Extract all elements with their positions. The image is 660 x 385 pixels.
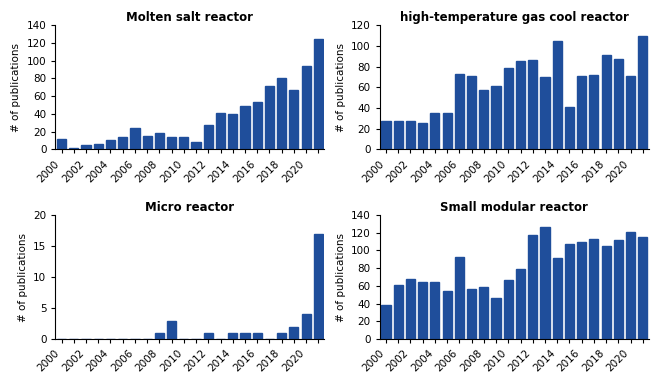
Bar [418,122,427,149]
Bar [626,232,635,339]
Bar [277,333,286,339]
Bar [430,281,440,339]
Title: high-temperature gas cool reactor: high-temperature gas cool reactor [400,11,629,24]
Bar [216,113,225,149]
Bar [191,142,201,149]
Bar [302,66,311,149]
Bar [265,87,274,149]
Bar [314,234,323,339]
Bar [381,122,391,149]
Bar [57,139,66,149]
Bar [443,291,451,339]
Bar [94,144,103,149]
Bar [228,114,238,149]
Bar [393,285,403,339]
Bar [601,246,610,339]
Bar [541,228,550,339]
Title: Molten salt reactor: Molten salt reactor [127,11,253,24]
Bar [180,137,188,149]
Bar [638,36,647,149]
Bar [240,106,249,149]
Bar [143,136,152,149]
Bar [552,41,562,149]
Bar [528,235,537,339]
Bar [253,102,262,149]
Y-axis label: # of publications: # of publications [11,43,21,132]
Bar [492,86,501,149]
Bar [155,132,164,149]
Bar [638,237,647,339]
Bar [314,40,323,149]
Bar [455,74,464,149]
Y-axis label: # of publications: # of publications [18,233,28,321]
Bar [467,289,476,339]
Bar [406,122,415,149]
Bar [455,257,464,339]
Bar [492,298,501,339]
Bar [430,113,440,149]
Bar [467,76,476,149]
Title: Micro reactor: Micro reactor [145,201,234,214]
Bar [601,55,610,149]
Bar [418,281,427,339]
Y-axis label: # of publications: # of publications [335,233,346,321]
Bar [577,76,586,149]
Bar [289,90,298,149]
Bar [577,242,586,339]
Bar [130,128,139,149]
Bar [289,327,298,339]
Bar [552,258,562,339]
Bar [302,314,311,339]
Bar [167,321,176,339]
Bar [277,78,286,149]
Bar [565,107,574,149]
Bar [155,333,164,339]
Bar [516,62,525,149]
Bar [516,269,525,339]
Bar [204,126,213,149]
Bar [253,333,262,339]
Bar [393,122,403,149]
Bar [228,333,238,339]
Bar [614,240,623,339]
Bar [541,77,550,149]
Bar [81,145,90,149]
Bar [118,137,127,149]
Bar [204,333,213,339]
Bar [479,90,488,149]
Bar [504,68,513,149]
Bar [565,244,574,339]
Bar [443,113,451,149]
Bar [589,75,599,149]
Bar [614,59,623,149]
Bar [479,287,488,339]
Bar [504,280,513,339]
Bar [528,60,537,149]
Bar [626,76,635,149]
Title: Small modular reactor: Small modular reactor [440,201,588,214]
Bar [381,305,391,339]
Bar [69,147,79,149]
Bar [167,137,176,149]
Bar [406,279,415,339]
Bar [240,333,249,339]
Bar [106,140,115,149]
Bar [589,239,599,339]
Y-axis label: # of publications: # of publications [335,43,346,132]
